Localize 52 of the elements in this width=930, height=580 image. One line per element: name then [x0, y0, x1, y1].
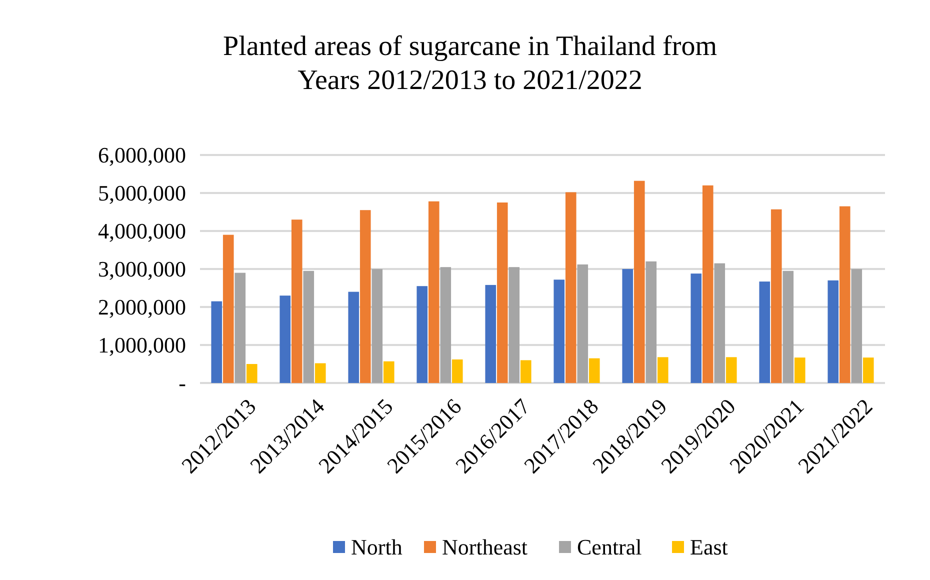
bar [452, 359, 463, 383]
bar [782, 270, 794, 383]
bar [770, 209, 782, 383]
y-tick-label: 4,000,000 [98, 218, 186, 244]
legend-label: Northeast [442, 534, 528, 560]
bar [416, 286, 428, 383]
bar [496, 202, 508, 383]
y-tick-label: 1,000,000 [98, 332, 186, 358]
bar [646, 261, 657, 383]
bar [280, 296, 291, 383]
legend-label: North [351, 534, 402, 560]
bar [588, 358, 600, 383]
bar [291, 220, 302, 383]
bar [246, 364, 258, 383]
bar [314, 363, 326, 383]
bar [520, 360, 532, 383]
bar [485, 284, 496, 383]
bar [428, 201, 440, 383]
bar [348, 292, 360, 383]
bar [577, 264, 588, 383]
bar [508, 267, 520, 383]
bar [303, 270, 314, 383]
y-tick-label: 5,000,000 [98, 180, 186, 206]
legend-label: Central [577, 534, 642, 560]
bar [862, 358, 874, 383]
bar [714, 263, 726, 383]
bar [372, 269, 383, 383]
y-tick-label: 2,000,000 [98, 294, 186, 320]
bar [383, 361, 394, 383]
bar [759, 282, 770, 383]
bar [851, 269, 862, 383]
bar [622, 269, 634, 383]
y-tick-label: 3,000,000 [98, 256, 186, 282]
bar [234, 272, 246, 383]
bar [565, 192, 576, 383]
bar [360, 210, 371, 383]
bar [211, 301, 222, 383]
bar [690, 274, 702, 383]
bar [657, 357, 668, 383]
legend-label: East [690, 534, 728, 560]
y-tick-label: - [178, 370, 186, 396]
chart-title: Planted areas of sugarcane in Thailand from Years 2012/2013 to 2021/2022 [223, 31, 718, 96]
bar [839, 206, 850, 383]
bar [554, 280, 565, 383]
bar [702, 185, 714, 383]
bar [222, 234, 234, 383]
bar [634, 180, 645, 383]
bar [440, 267, 452, 383]
bar [726, 357, 737, 383]
bar [828, 280, 839, 383]
y-tick-label: 6,000,000 [98, 142, 186, 168]
bar [794, 358, 806, 383]
